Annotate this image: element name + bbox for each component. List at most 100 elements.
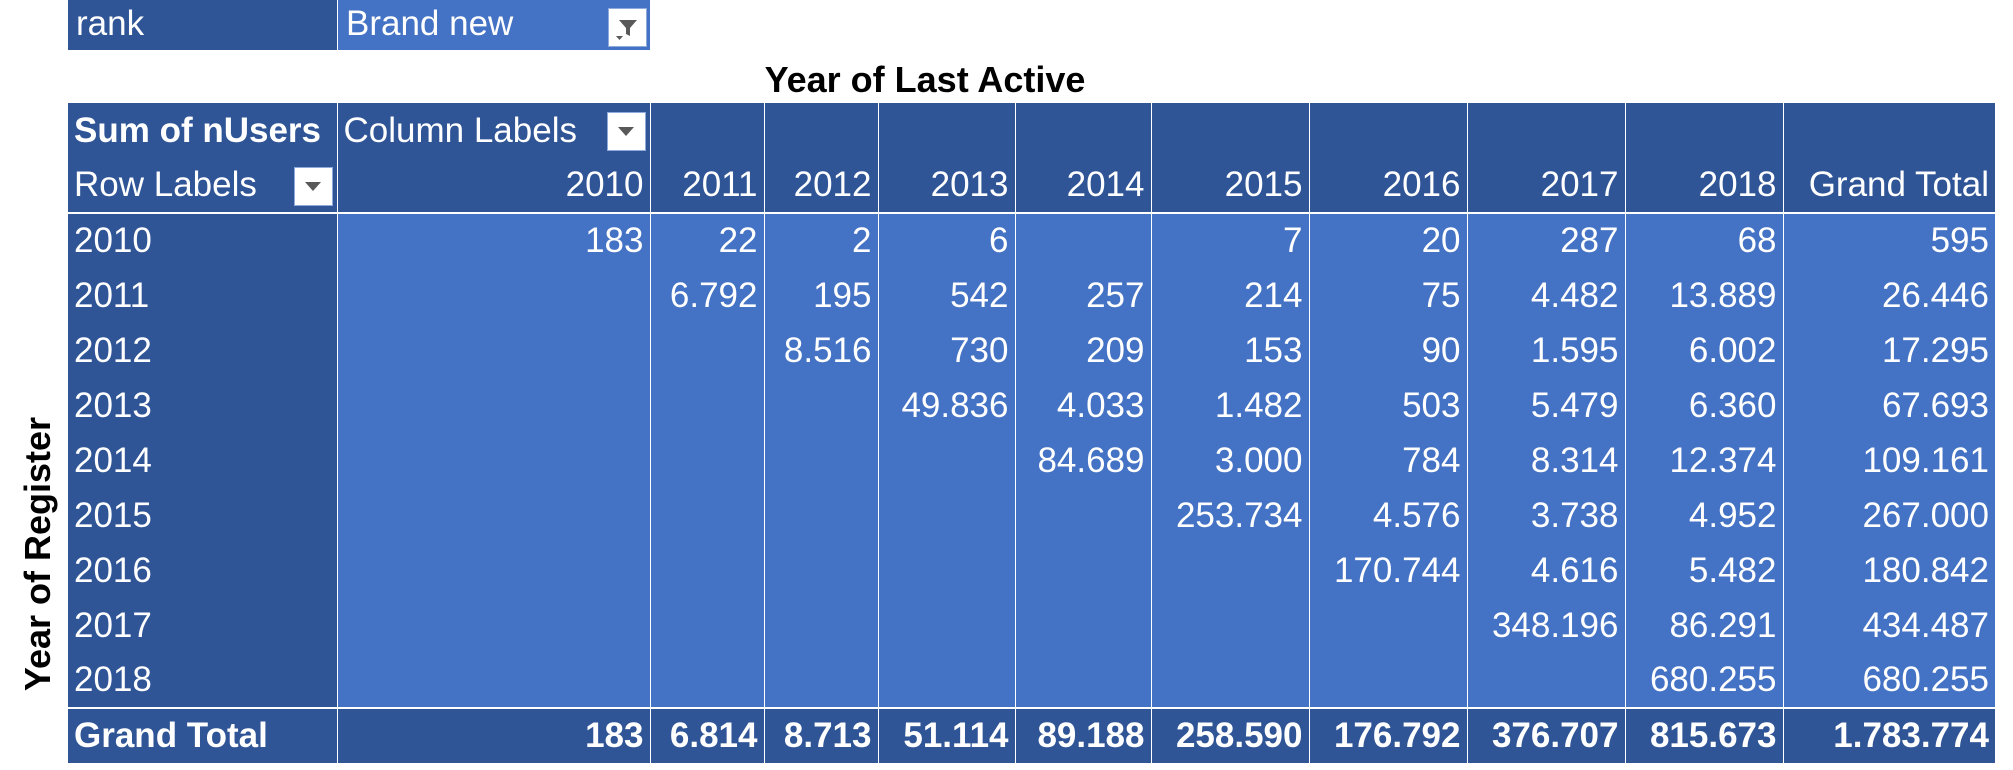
value-cell [649,323,764,378]
row-labels-header[interactable]: Row Labels [68,158,337,214]
grand-total-cell: 8.713 [763,707,878,763]
value-cell: 253.734 [1150,488,1309,543]
value-cell: 90 [1308,323,1467,378]
value-cell [1150,543,1309,598]
column-header-grand-total: Grand Total [1782,158,1995,214]
value-cell: 12.374 [1624,433,1783,488]
value-cell: 5.479 [1466,378,1625,433]
value-cell: 8.516 [763,323,878,378]
value-cell [336,598,650,653]
value-cell [336,543,650,598]
value-cell [763,598,878,653]
value-cell: 4.576 [1308,488,1467,543]
row-label: 2018 [68,653,337,708]
table-row: 2015 253.734 4.576 3.738 4.952 267.000 [68,488,1995,543]
column-header-2014: 2014 [1014,158,1151,214]
value-cell [336,653,650,708]
value-cell: 287 [1466,213,1625,268]
filter-field-value[interactable]: Brand new [337,0,650,50]
value-cell [763,653,878,708]
value-cell: 183 [336,213,650,268]
value-cell: 153 [1150,323,1309,378]
value-cell: 784 [1308,433,1467,488]
value-cell: 2 [763,213,878,268]
value-cell: 5.482 [1624,543,1783,598]
value-cell: 49.836 [877,378,1015,433]
value-cell: 13.889 [1624,268,1783,323]
table-row: 2011 6.792 195 542 257 214 75 4.482 13.889 26.446 [68,268,1995,323]
value-cell [763,378,878,433]
value-cell: 214 [1150,268,1309,323]
value-cell [1014,213,1151,268]
value-cell [877,433,1015,488]
column-labels-dropdown-button[interactable] [606,112,646,151]
grand-total-cell: 183 [336,707,650,763]
row-label: 2012 [68,323,337,378]
grand-total-cell: 376.707 [1466,707,1625,763]
value-cell: 4.033 [1014,378,1151,433]
value-cell: 109.161 [1782,433,1995,488]
grand-total-label: Grand Total [68,707,337,763]
value-cell: 3.738 [1466,488,1625,543]
table-row: 2012 8.516 730 209 153 90 1.595 6.002 17.295 [68,323,1995,378]
value-cell [649,653,764,708]
column-header-2012: 2012 [763,158,878,214]
table-row: 2010 183 22 2 6 7 20 287 68 595 [68,213,1995,268]
value-cell [336,268,650,323]
row-labels-dropdown-button[interactable] [293,167,333,206]
value-cell [1308,598,1467,653]
value-cell [649,488,764,543]
value-cell: 595 [1782,213,1995,268]
value-cell [336,488,650,543]
column-header-2018: 2018 [1624,158,1783,214]
row-label: 2014 [68,433,337,488]
row-label: 2010 [68,213,337,268]
column-labels-header[interactable]: Column Labels [336,103,650,158]
value-cell: 680.255 [1782,653,1995,708]
value-cell: 1.595 [1466,323,1625,378]
table-row: 2016 170.744 4.616 5.482 180.842 [68,543,1995,598]
value-cell: 503 [1308,378,1467,433]
value-cell: 68 [1624,213,1783,268]
row-label: 2011 [68,268,337,323]
column-axis-title: Year of Last Active [764,59,1086,100]
value-cell: 257 [1014,268,1151,323]
value-cell: 730 [877,323,1015,378]
value-cell: 4.616 [1466,543,1625,598]
value-field-caption: Sum of nUsers [68,103,337,158]
column-header-2010: 2010 [336,158,650,214]
grand-total-cell: 1.783.774 [1782,707,1995,763]
value-cell [877,598,1015,653]
pivot-table: Sum of nUsers Column Labels Row Labels 2… [68,103,1995,763]
column-header-2011: 2011 [649,158,764,214]
value-cell: 86.291 [1624,598,1783,653]
chevron-down-icon [618,127,634,136]
grand-total-cell: 6.814 [649,707,764,763]
filter-dropdown-button[interactable] [608,8,647,47]
filter-field-label: rank [68,0,337,50]
value-cell: 542 [877,268,1015,323]
row-labels-caption: Row Labels [74,165,257,204]
value-cell [877,653,1015,708]
value-cell: 180.842 [1782,543,1995,598]
row-label: 2013 [68,378,337,433]
value-cell: 17.295 [1782,323,1995,378]
value-cell [336,378,650,433]
column-header-2016: 2016 [1308,158,1467,214]
grand-total-cell: 815.673 [1624,707,1783,763]
chevron-down-icon [305,182,321,191]
value-cell [336,433,650,488]
column-header-2017: 2017 [1466,158,1625,214]
table-row: 2018 680.255 680.255 [68,653,1995,708]
value-cell: 75 [1308,268,1467,323]
value-cell: 195 [763,268,878,323]
value-cell: 267.000 [1782,488,1995,543]
value-cell [1014,653,1151,708]
funnel-filter-icon [615,19,637,40]
grand-total-cell: 176.792 [1308,707,1467,763]
value-cell: 3.000 [1150,433,1309,488]
value-cell [336,323,650,378]
value-cell [1150,653,1309,708]
row-label: 2017 [68,598,337,653]
value-cell: 8.314 [1466,433,1625,488]
